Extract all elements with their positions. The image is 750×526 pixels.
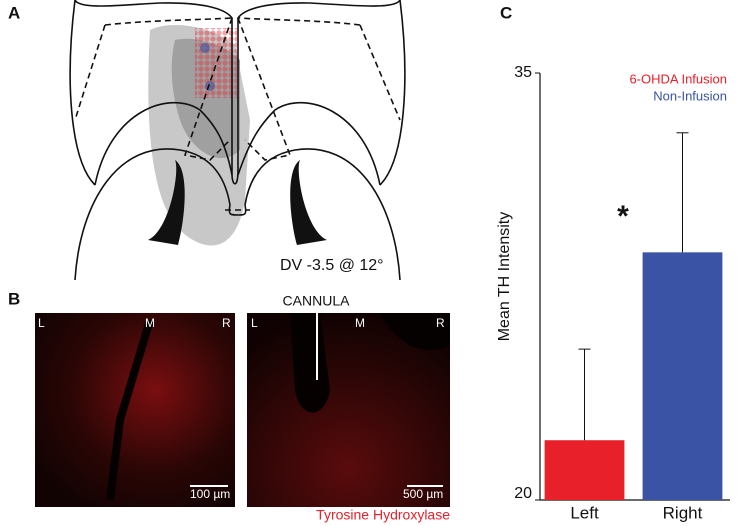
orientation-label: M — [145, 316, 155, 330]
orientation-label: R — [222, 316, 231, 330]
scale-bar-label: 100 µm — [190, 487, 230, 501]
bar — [642, 252, 723, 500]
bar-chart: 20 35 Mean TH Intensity Left Right 6-OHDA Inf… — [496, 64, 730, 522]
orientation-label: R — [436, 316, 445, 330]
panel-label: A — [8, 3, 20, 22]
orientation-label: M — [355, 316, 365, 330]
micrograph — [35, 313, 235, 507]
scale-bar-label: 500 µm — [403, 487, 443, 501]
legend-entry: 6-OHDA Infusion — [629, 71, 727, 86]
orientation-label: L — [38, 316, 45, 330]
x-tick-label: Left — [570, 503, 599, 522]
panel-label: B — [8, 289, 20, 308]
cannula-label: CANNULA — [283, 293, 351, 309]
bar — [544, 440, 625, 500]
y-tick-label: 20 — [514, 485, 532, 502]
significance-marker: * — [617, 200, 629, 233]
y-tick-label: 35 — [514, 64, 532, 81]
legend-entry: Non-Infusion — [653, 88, 727, 103]
y-axis-label: Mean TH Intensity — [496, 212, 513, 342]
coordinates: DV -3.5 @ 12° — [280, 257, 384, 274]
x-tick-label: Right — [663, 503, 703, 522]
brain-schematic — [69, 0, 406, 281]
stain-label: Tyrosine Hydroxylase — [316, 507, 450, 523]
orientation-label: L — [251, 316, 258, 330]
panel-label: C — [500, 3, 512, 22]
